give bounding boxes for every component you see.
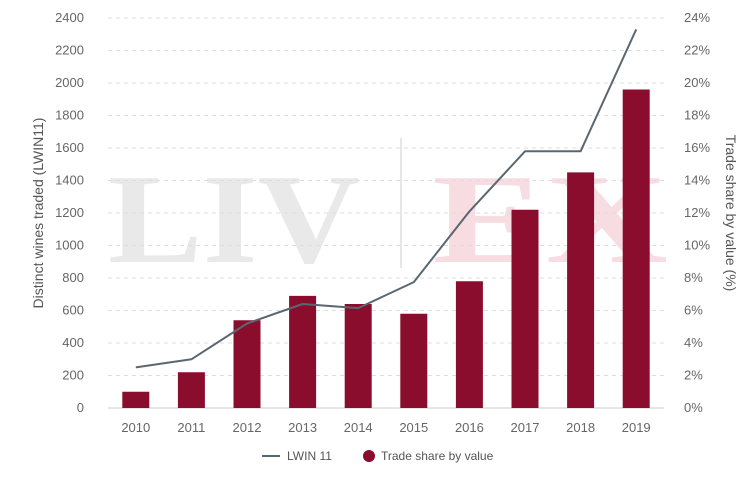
legend: LWIN 11 Trade share by value bbox=[262, 449, 494, 463]
right-tick-label: 12% bbox=[684, 205, 710, 220]
bar-2016 bbox=[455, 281, 483, 408]
x-tick-label: 2013 bbox=[288, 420, 317, 435]
legend-label-line: LWIN 11 bbox=[287, 449, 332, 463]
left-tick-label: 2400 bbox=[55, 10, 84, 25]
x-tick-label: 2010 bbox=[121, 420, 150, 435]
right-tick-label: 4% bbox=[684, 335, 703, 350]
right-tick-label: 0% bbox=[684, 400, 703, 415]
left-tick-label: 1200 bbox=[55, 205, 84, 220]
right-tick-label: 14% bbox=[684, 173, 710, 188]
x-tick-label: 2017 bbox=[511, 420, 540, 435]
right-tick-label: 16% bbox=[684, 140, 710, 155]
right-tick-label: 8% bbox=[684, 270, 703, 285]
legend-label-bar: Trade share by value bbox=[381, 449, 494, 463]
left-axis-ticks: 0 200 400 600 800 1000 1200 1400 1600 1800 2000 220… bbox=[55, 10, 84, 415]
right-tick-label: 20% bbox=[684, 75, 710, 90]
bar-2017 bbox=[511, 209, 539, 408]
left-tick-label: 400 bbox=[62, 335, 84, 350]
x-tick-label: 2018 bbox=[566, 420, 595, 435]
right-tick-label: 24% bbox=[684, 10, 710, 25]
left-tick-label: 1400 bbox=[55, 173, 84, 188]
x-axis-ticks: 2010 2011 2012 2013 2014 2015 2016 2017 2018 2019 bbox=[121, 420, 650, 435]
left-tick-label: 2000 bbox=[55, 75, 84, 90]
left-tick-label: 1000 bbox=[55, 238, 84, 253]
right-tick-label: 18% bbox=[684, 108, 710, 123]
right-tick-label: 6% bbox=[684, 303, 703, 318]
left-tick-label: 1800 bbox=[55, 108, 84, 123]
x-tick-label: 2019 bbox=[622, 420, 651, 435]
bar-2013 bbox=[289, 295, 317, 408]
bar-series bbox=[122, 89, 650, 408]
left-tick-label: 600 bbox=[62, 303, 84, 318]
bar-2010 bbox=[122, 391, 150, 408]
right-axis-ticks: 0% 2% 4% 6% 8% 10% 12% 14% 16% 18% 20% 22% 24% bbox=[684, 10, 710, 415]
bar-2019 bbox=[622, 89, 650, 408]
bar-2012 bbox=[233, 320, 261, 408]
left-tick-label: 2200 bbox=[55, 43, 84, 58]
lwin11-line bbox=[135, 28, 638, 369]
x-tick-label: 2016 bbox=[455, 420, 484, 435]
right-axis-title: Trade share by value (%) bbox=[723, 135, 739, 292]
left-tick-label: 1600 bbox=[55, 140, 84, 155]
left-tick-label: 0 bbox=[77, 400, 84, 415]
x-tick-label: 2014 bbox=[344, 420, 373, 435]
bar-2011 bbox=[177, 372, 205, 408]
legend-bar-swatch bbox=[363, 450, 375, 462]
watermark-text-liv: LIV bbox=[108, 148, 360, 290]
right-tick-label: 10% bbox=[684, 238, 710, 253]
left-axis-title: Distinct wines traded (LWIN11) bbox=[30, 118, 46, 309]
left-tick-label: 800 bbox=[62, 270, 84, 285]
line-series bbox=[135, 28, 638, 369]
x-tick-label: 2011 bbox=[177, 420, 205, 435]
right-tick-label: 2% bbox=[684, 368, 703, 383]
bar-2018 bbox=[567, 172, 595, 408]
x-tick-label: 2015 bbox=[399, 420, 428, 435]
bar-2015 bbox=[400, 313, 428, 408]
right-tick-label: 22% bbox=[684, 43, 710, 58]
x-tick-label: 2012 bbox=[233, 420, 262, 435]
bar-2014 bbox=[344, 304, 372, 408]
left-tick-label: 200 bbox=[62, 368, 84, 383]
